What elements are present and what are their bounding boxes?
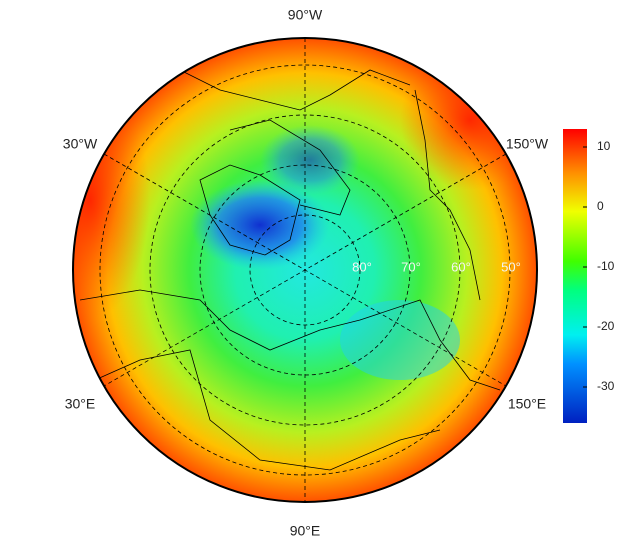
longitude-label: 30°W: [63, 136, 98, 152]
colorbar-tick-label: -20: [597, 319, 615, 333]
longitude-label: 30°E: [65, 396, 96, 412]
colorbar: 10 0 -10 -20 -30: [563, 129, 615, 423]
longitude-label: 90°W: [288, 7, 323, 23]
longitude-label: 150°E: [508, 396, 546, 412]
colorbar-tick-label: -30: [597, 379, 615, 393]
colorbar-tick-label: 0: [597, 199, 604, 213]
colorbar-scale: [563, 129, 587, 423]
map-border: [72, 37, 538, 503]
latitude-label: 60°: [451, 259, 471, 274]
latitude-label: 80°: [352, 259, 372, 274]
latitude-label: 50°: [501, 259, 521, 274]
longitude-label: 90°E: [290, 523, 321, 539]
colorbar-tick-label: -10: [597, 259, 615, 273]
graticule: [99, 38, 511, 502]
latitude-label: 70°: [401, 259, 421, 274]
longitude-label: 150°W: [506, 136, 549, 152]
colorbar-tick-label: 10: [597, 139, 611, 153]
